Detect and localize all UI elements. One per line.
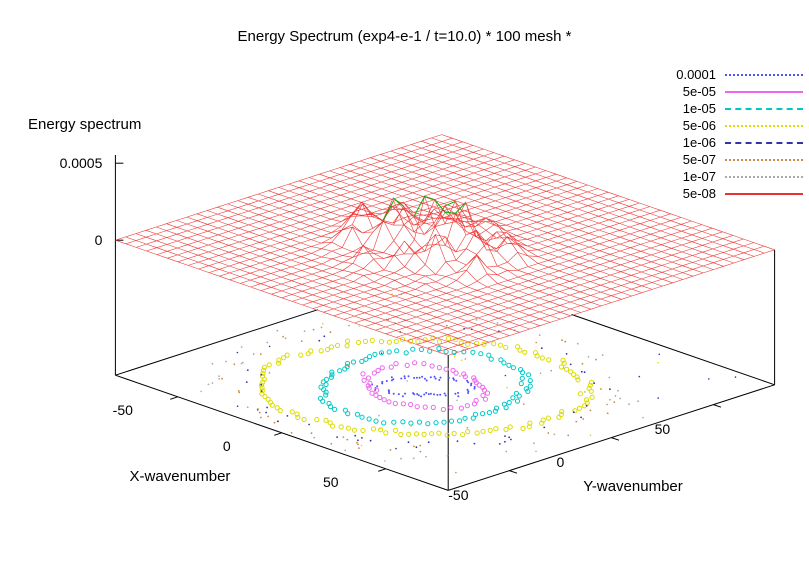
- legend-line-sample: [725, 141, 803, 144]
- legend-line-sample: [725, 158, 803, 161]
- legend-row: 1e-05: [676, 100, 803, 117]
- z-tick-1: 0: [94, 232, 103, 249]
- legend-line-sample: [725, 73, 803, 76]
- legend-line-sample: [725, 90, 803, 93]
- x-tick-1: 0: [222, 437, 231, 454]
- legend-line-sample: [725, 107, 803, 110]
- z-tick-0: 0.0005: [59, 155, 103, 172]
- legend-label: 1e-05: [682, 101, 716, 116]
- legend-row: 0.0001: [676, 66, 803, 83]
- x-tick-2: 50: [323, 473, 339, 490]
- legend-line-sample: [725, 124, 803, 127]
- legend-label: 5e-08: [682, 186, 716, 201]
- x-tick-0: -50: [112, 401, 133, 418]
- legend-row: 5e-08: [676, 185, 803, 202]
- legend-row: 5e-06: [676, 117, 803, 134]
- legend-row: 1e-06: [676, 134, 803, 151]
- legend-row: 5e-05: [676, 83, 803, 100]
- legend-label: 0.0001: [676, 67, 716, 82]
- chart-title: Energy Spectrum (exp4-e-1 / t=10.0) * 10…: [237, 28, 572, 45]
- legend-line-sample: [725, 192, 803, 195]
- legend-label: 5e-07: [682, 152, 716, 167]
- legend-row: 5e-07: [676, 151, 803, 168]
- y-axis-label: Y-wavenumber: [583, 478, 683, 495]
- legend-label: 5e-05: [682, 84, 716, 99]
- legend-label: 1e-07: [682, 169, 716, 184]
- legend-label: 5e-06: [682, 118, 716, 133]
- legend-row: 1e-07: [676, 168, 803, 185]
- y-tick-2: 50: [654, 420, 671, 437]
- contour-legend: 0.0001 5e-05 1e-05 5e-06 1e-06 5e-07 1e-…: [676, 66, 803, 202]
- y-tick-0: -50: [448, 486, 469, 503]
- x-axis-label: X-wavenumber: [129, 468, 231, 485]
- y-tick-1: 0: [556, 453, 565, 470]
- z-axis-label: Energy spectrum: [28, 116, 142, 133]
- legend-label: 1e-06: [682, 135, 716, 150]
- legend-line-sample: [725, 175, 803, 178]
